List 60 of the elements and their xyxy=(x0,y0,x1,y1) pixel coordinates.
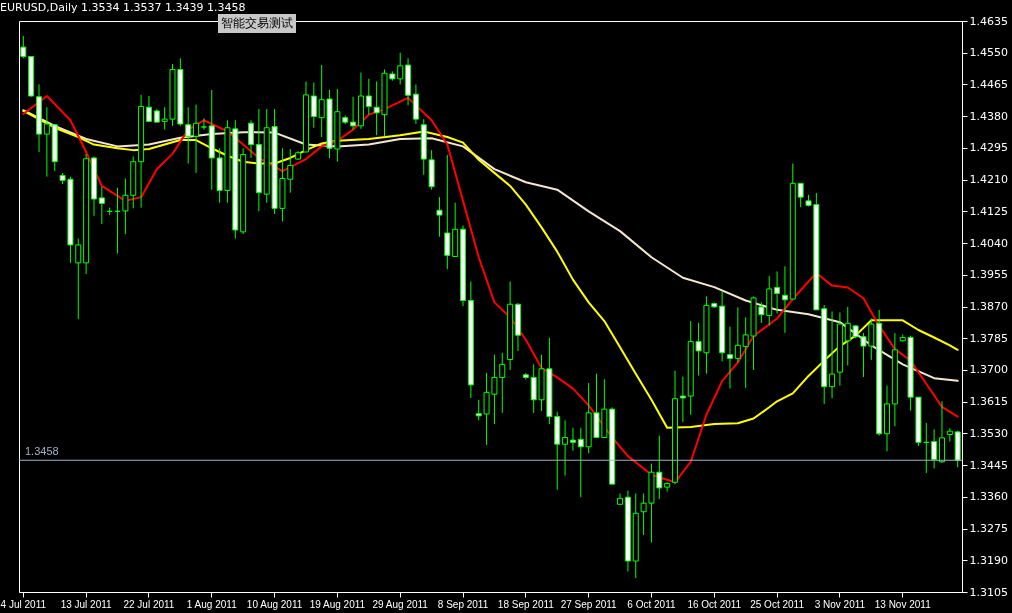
x-tick-label: 25 Oct 2011 xyxy=(750,598,805,610)
y-tick-label: 1.3190 xyxy=(969,553,1008,567)
x-tick-label: 6 Oct 2011 xyxy=(627,598,676,610)
x-tick-label: 27 Sep 2011 xyxy=(560,598,618,610)
y-tick-label: 1.4635 xyxy=(969,14,1008,28)
y-tick-label: 1.4550 xyxy=(969,46,1008,60)
candlestick xyxy=(734,306,741,363)
candlestick xyxy=(774,270,781,315)
candlestick xyxy=(436,196,443,238)
candlestick xyxy=(444,154,451,270)
candlestick xyxy=(98,186,105,225)
y-tick-label: 1.3275 xyxy=(969,522,1008,536)
candlestick xyxy=(200,117,207,131)
candlestick xyxy=(781,265,788,334)
y-tick-label: 1.4465 xyxy=(969,77,1008,91)
y-tick-label: 1.4210 xyxy=(969,173,1008,187)
candlestick xyxy=(350,96,357,131)
candlestick xyxy=(726,326,733,390)
x-tick-label: 1 Aug 2011 xyxy=(186,598,238,610)
y-tick-label: 1.4380 xyxy=(969,109,1008,123)
candlestick xyxy=(562,419,569,477)
y-tick-label: 1.3785 xyxy=(969,331,1008,345)
x-tick-label: 13 Nov 2011 xyxy=(874,598,932,610)
chart-title: EURUSD,Daily 1.3534 1.3537 1.3439 1.3458 xyxy=(0,1,246,14)
ref-line-label: 1.3458 xyxy=(25,445,59,458)
candlestick xyxy=(248,119,255,159)
annotation: 智能交易测试 xyxy=(218,14,296,33)
y-tick-label: 1.4040 xyxy=(969,236,1008,250)
y-tick-label: 1.3360 xyxy=(969,490,1008,504)
candlestick xyxy=(193,104,200,174)
candlestick xyxy=(938,400,945,464)
y-tick-label: 1.3615 xyxy=(969,395,1008,409)
x-tick-label: 3 Nov 2011 xyxy=(814,598,866,610)
x-tick-label: 4 Jul 2011 xyxy=(0,598,47,610)
y-tick-label: 1.3105 xyxy=(969,585,1008,599)
x-tick-label: 10 Aug 2011 xyxy=(246,598,303,610)
x-tick-label: 29 Aug 2011 xyxy=(372,598,429,610)
y-tick-label: 1.3530 xyxy=(969,426,1008,440)
candlestick xyxy=(43,106,50,178)
x-tick-label: 13 Jul 2011 xyxy=(60,598,113,610)
x-tick-label: 19 Aug 2011 xyxy=(309,598,366,610)
candlestick xyxy=(569,427,576,452)
y-tick-label: 1.3955 xyxy=(969,268,1008,282)
y-tick-label: 1.4295 xyxy=(969,141,1008,155)
candlestick xyxy=(617,492,624,505)
y-tick-label: 1.3870 xyxy=(969,300,1008,313)
x-tick-label: 18 Sep 2011 xyxy=(497,598,555,610)
y-tick-label: 1.3445 xyxy=(969,458,1008,472)
y-tick-label: 1.3700 xyxy=(969,363,1008,377)
candlestick xyxy=(679,376,686,423)
candlestick xyxy=(365,78,372,116)
x-tick-label: 16 Oct 2011 xyxy=(687,598,742,610)
y-tick-label: 1.4125 xyxy=(969,204,1008,218)
line-series xyxy=(22,95,959,484)
candlestick xyxy=(829,310,836,399)
candlestick xyxy=(931,428,938,469)
x-tick-label: 8 Sep 2011 xyxy=(437,598,489,610)
x-tick-label: 22 Jul 2011 xyxy=(123,598,175,610)
candlestick xyxy=(145,95,152,123)
candlestick xyxy=(310,82,317,129)
